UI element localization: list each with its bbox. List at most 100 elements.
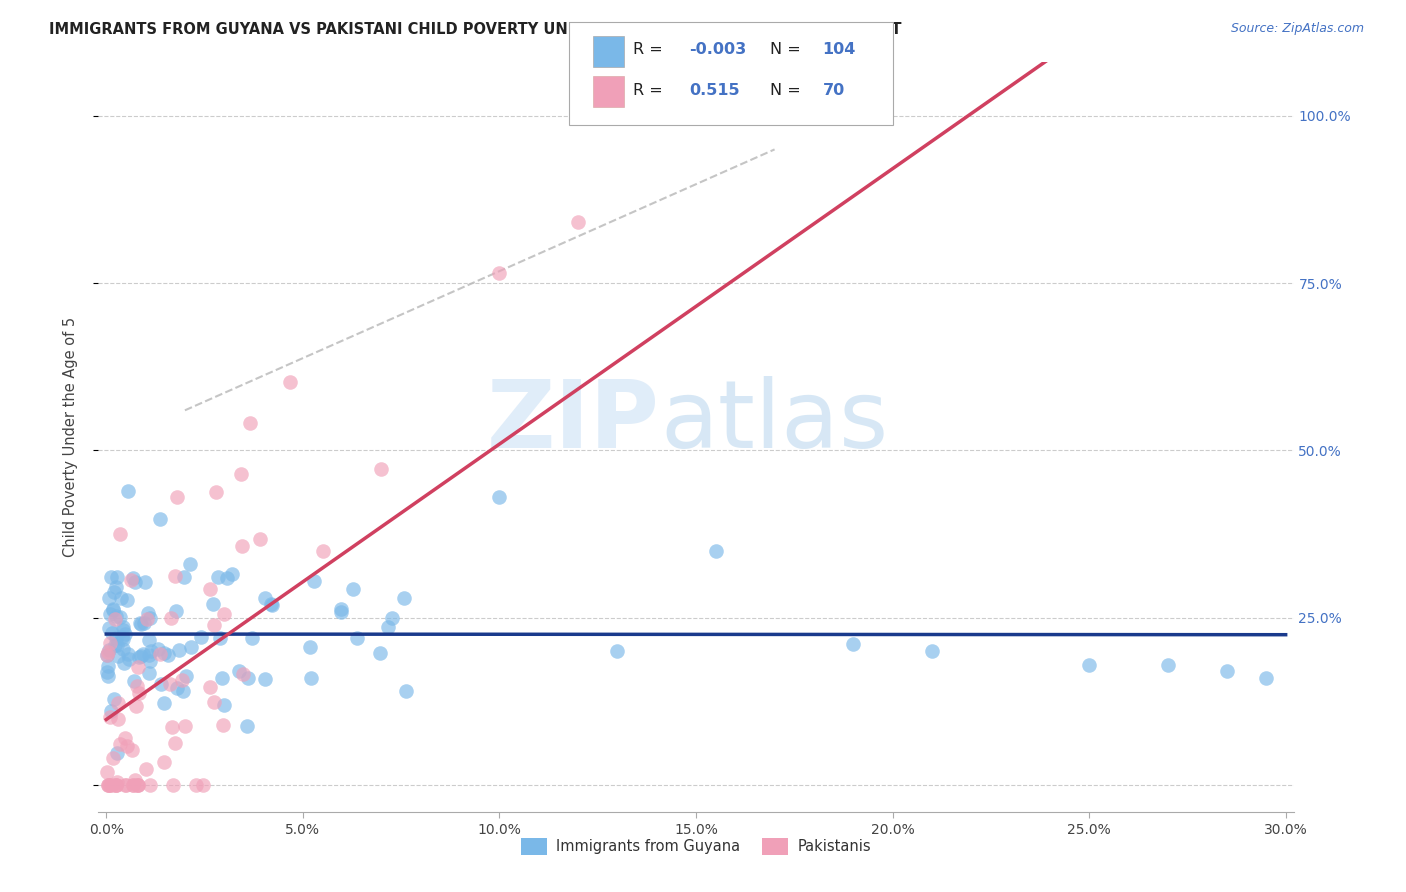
Point (138, 665, 160, 680)
Point (127, 778, 149, 792)
Point (104, 638, 127, 652)
Point (392, 591, 415, 605)
Point (108, 737, 131, 751)
Point (112, 632, 135, 646)
Point (163, 736, 186, 750)
Point (129, 649, 152, 664)
Point (370, 461, 392, 475)
Point (298, 640, 321, 655)
Point (118, 652, 141, 666)
Text: ZIP: ZIP (488, 376, 661, 468)
Point (202, 617, 225, 632)
Point (232, 667, 254, 681)
Point (1157, 657, 1180, 672)
Point (146, 642, 169, 657)
Point (115, 778, 138, 792)
Point (208, 631, 231, 645)
Point (395, 684, 418, 698)
Point (112, 656, 135, 670)
Point (97, 778, 120, 792)
Point (215, 571, 238, 585)
Point (111, 631, 134, 645)
Point (162, 720, 184, 734)
Point (104, 778, 127, 792)
Point (157, 648, 180, 662)
Point (124, 575, 146, 590)
Legend: Immigrants from Guyana, Pakistanis: Immigrants from Guyana, Pakistanis (516, 832, 876, 861)
Point (131, 617, 153, 632)
Point (1078, 657, 1101, 672)
Point (105, 778, 128, 792)
Point (704, 544, 727, 558)
Point (128, 649, 150, 664)
Point (166, 490, 188, 504)
Point (100, 569, 122, 583)
Point (105, 570, 128, 584)
Point (125, 679, 148, 693)
Point (488, 266, 510, 280)
Point (103, 692, 125, 706)
Point (202, 695, 225, 709)
Point (121, 743, 143, 757)
Point (104, 612, 127, 626)
Point (921, 644, 943, 658)
Text: -0.003: -0.003 (689, 43, 747, 57)
Point (139, 778, 162, 792)
Point (132, 647, 155, 661)
Point (180, 640, 202, 654)
Point (606, 644, 628, 658)
Point (97, 659, 120, 673)
Point (149, 512, 172, 526)
Point (138, 654, 160, 668)
Point (260, 598, 283, 612)
Point (205, 485, 228, 500)
Point (311, 543, 333, 558)
Point (134, 574, 156, 589)
Point (103, 602, 125, 616)
Point (124, 699, 146, 714)
Point (488, 491, 510, 505)
Text: 70: 70 (823, 83, 845, 97)
Point (98, 622, 121, 636)
Point (96, 765, 118, 780)
Point (96, 665, 118, 679)
Point (167, 643, 190, 657)
Point (105, 638, 128, 652)
Point (98, 778, 121, 792)
Point (96, 648, 118, 662)
Point (104, 778, 127, 792)
Point (346, 631, 368, 645)
Point (105, 775, 128, 789)
Point (228, 665, 250, 679)
Point (136, 606, 159, 620)
Point (254, 672, 277, 686)
Point (214, 607, 236, 621)
Point (107, 696, 129, 710)
Point (96, 778, 118, 792)
Point (172, 684, 194, 698)
Point (153, 696, 176, 710)
Point (153, 755, 176, 769)
Point (103, 601, 125, 615)
Text: IMMIGRANTS FROM GUYANA VS PAKISTANI CHILD POVERTY UNDER THE AGE OF 5 CORRELATION: IMMIGRANTS FROM GUYANA VS PAKISTANI CHIL… (49, 22, 901, 37)
Point (299, 671, 322, 685)
Point (342, 582, 364, 596)
Point (97, 643, 120, 657)
Text: 0.515: 0.515 (689, 83, 740, 97)
Point (138, 633, 160, 648)
Point (104, 581, 127, 595)
Point (1215, 664, 1237, 679)
Point (98, 710, 121, 724)
Point (193, 778, 215, 792)
Point (173, 570, 195, 584)
Point (139, 611, 162, 625)
Point (104, 631, 127, 645)
Point (117, 647, 139, 661)
Point (567, 215, 589, 229)
Point (329, 605, 352, 619)
Point (111, 642, 134, 657)
Text: N =: N = (770, 43, 801, 57)
Point (101, 778, 124, 792)
Point (98, 607, 121, 622)
Point (238, 671, 260, 685)
